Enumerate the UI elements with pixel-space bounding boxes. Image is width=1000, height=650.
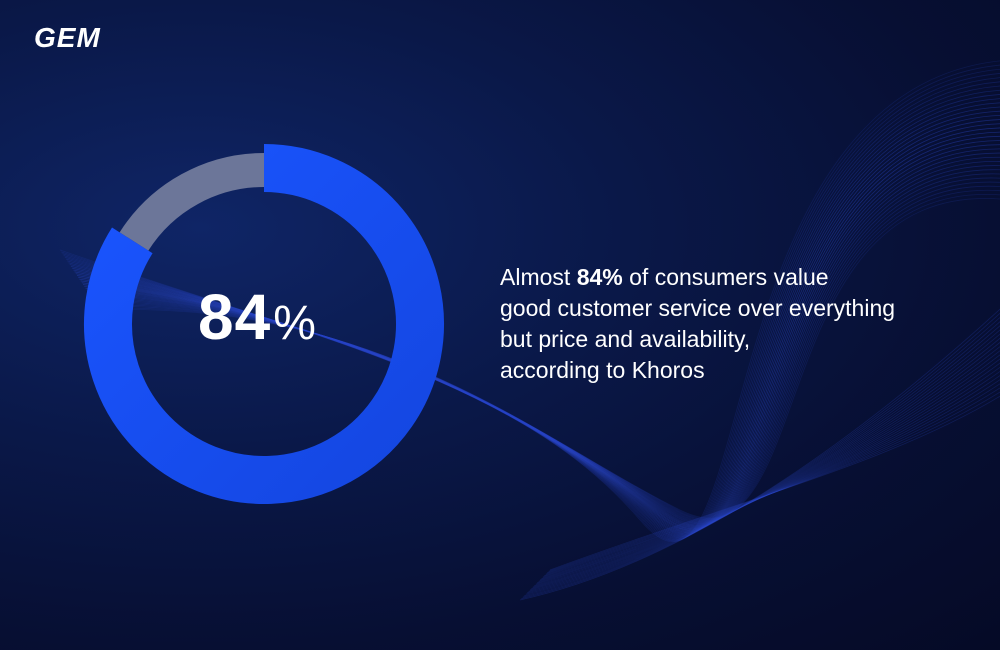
wave-line: [68, 90, 1000, 537]
wave-line: [85, 148, 1000, 527]
wave-line: [522, 316, 1000, 598]
wave-line: [76, 119, 1000, 532]
wave-line: [82, 140, 1000, 529]
wave-line: [59, 60, 1000, 542]
wave-line: [90, 165, 1000, 524]
wave-line: [538, 362, 1000, 582]
wave-line: [544, 379, 1000, 577]
wave-line: [72, 102, 1000, 535]
wave-line: [549, 395, 1000, 571]
caption-line1-rest: of consumers value: [622, 264, 829, 290]
wave-line: [521, 312, 1000, 599]
gem-logo: GEM: [34, 22, 101, 53]
wave-line: [532, 346, 1000, 588]
wave-line: [528, 333, 1000, 592]
wave-line: [89, 161, 1000, 525]
wave-line: [539, 366, 1000, 581]
wave-line: [61, 64, 1000, 542]
wave-line: [524, 321, 1000, 597]
wave-line: [64, 77, 1000, 539]
wave-line: [78, 123, 1000, 532]
percentage-symbol: %: [273, 297, 316, 350]
caption-highlight: 84%: [576, 264, 623, 290]
wave-line: [96, 185, 1000, 521]
wave-line: [75, 115, 1000, 533]
wave-line: [541, 370, 1000, 579]
wave-line: [73, 106, 1000, 534]
wave-line: [527, 329, 1000, 594]
wave-line: [537, 358, 1000, 584]
wave-line: [95, 181, 1000, 521]
wave-line: [80, 132, 1000, 530]
wave-line: [535, 354, 1000, 585]
percentage-value: 84: [198, 281, 272, 353]
wave-line: [70, 98, 1000, 536]
wave-line: [98, 193, 1000, 519]
caption-line-3: but price and availability,: [500, 326, 751, 352]
caption-line-4: according to Khoros: [500, 357, 705, 383]
wave-line: [92, 173, 1000, 523]
wave-line: [545, 383, 1000, 575]
wave-line: [519, 308, 1000, 601]
wave-line: [93, 177, 1000, 522]
wave-line: [62, 69, 1000, 541]
wave-line: [87, 157, 1000, 526]
statistic-caption: Almost 84% of consumers value good custo…: [500, 262, 960, 386]
wave-line: [67, 85, 1000, 538]
wave-line: [534, 350, 1000, 587]
wave-line: [65, 81, 1000, 539]
wave-line: [529, 337, 1000, 591]
wave-line: [91, 169, 1000, 524]
wave-line: [525, 325, 1000, 595]
wave-line: [86, 152, 1000, 527]
wave-line: [542, 375, 1000, 578]
wave-line: [99, 198, 1000, 519]
wave-line: [97, 189, 1000, 520]
wave-line: [79, 127, 1000, 531]
donut-slice-remainder: [119, 153, 265, 251]
wave-line: [69, 94, 1000, 537]
wave-line: [74, 111, 1000, 534]
wave-line: [81, 136, 1000, 529]
wave-line: [531, 341, 1000, 589]
center-percentage: 84%: [198, 280, 338, 354]
caption-line-2: good customer service over everything: [500, 295, 896, 321]
wave-line: [63, 73, 1000, 540]
caption-lead: Almost: [500, 264, 577, 290]
caption-line-1: Almost 84% of consumers value: [500, 262, 960, 293]
wave-line: [84, 144, 1000, 528]
wave-line: [548, 391, 1000, 572]
wave-line: [547, 387, 1000, 574]
donut-slice-main: [84, 144, 444, 504]
